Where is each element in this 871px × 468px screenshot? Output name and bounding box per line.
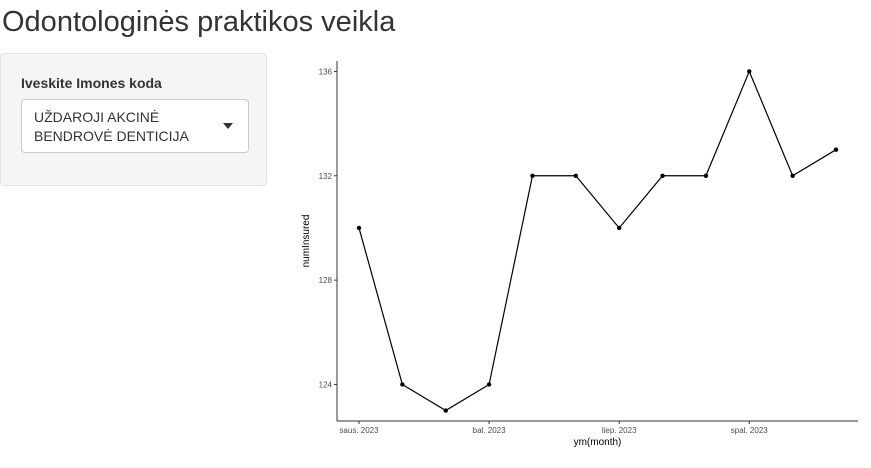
y-tick-label: 128 — [319, 276, 333, 285]
x-tick-label: saus. 2023 — [339, 426, 379, 435]
x-tick-label: bal. 2023 — [473, 426, 506, 435]
company-select[interactable]: UŽDAROJI AKCINĖ BENDROVĖ DENTICIJA — [21, 99, 249, 153]
data-point — [833, 147, 839, 152]
series-line — [358, 69, 837, 412]
caret-down-icon — [223, 123, 233, 129]
y-axis-label: numInsured — [301, 215, 312, 268]
page-title: Odontologinės praktikos veikla — [2, 6, 396, 38]
data-point — [486, 382, 492, 387]
y-tick-label: 132 — [319, 172, 333, 181]
x-tick-label: liep. 2023 — [602, 426, 637, 435]
data-point — [400, 382, 405, 387]
data-point — [616, 225, 622, 231]
x-tick-label: spal. 2023 — [731, 426, 768, 435]
sidebar-panel: Iveskite Imones koda UŽDAROJI AKCINĖ BEN… — [0, 53, 267, 186]
y-tick-label: 124 — [319, 380, 333, 389]
data-point — [790, 173, 795, 178]
y-tick-label: 136 — [319, 67, 333, 76]
company-code-label: Iveskite Imones koda — [21, 75, 162, 91]
data-point — [660, 173, 665, 178]
line-chart: 124 128 132 136 saus. 2023 bal. 2023 liep. 202… — [301, 61, 858, 448]
data-point — [703, 173, 709, 178]
x-axis-label: ym(month) — [574, 437, 622, 448]
data-point — [530, 173, 535, 178]
company-select-value: UŽDAROJI AKCINĖ BENDROVĖ DENTICIJA — [34, 109, 189, 144]
data-point — [443, 408, 448, 413]
data-point — [747, 69, 752, 74]
data-point — [573, 173, 579, 178]
data-point — [356, 225, 362, 231]
chart-area: 124 128 132 136 saus. 2023 bal. 2023 liep. 202… — [283, 53, 871, 463]
